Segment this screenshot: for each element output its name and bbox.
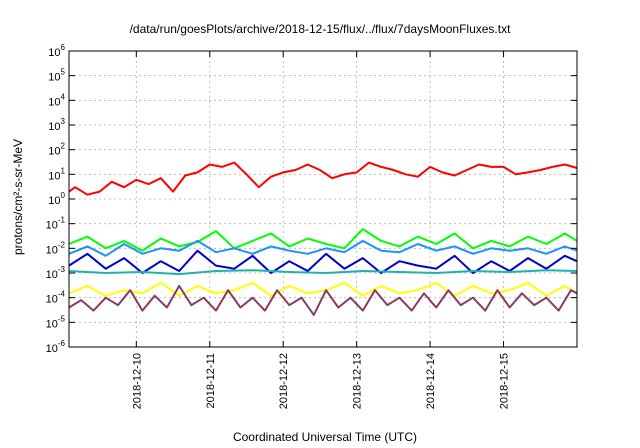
series-line [68, 161, 578, 196]
y-tick-label: 104 [48, 92, 65, 108]
series-layer [68, 161, 578, 316]
x-tick-label: 2018-12-10 [131, 353, 143, 409]
series-line [68, 269, 578, 276]
y-tick-label: 10-3 [46, 265, 66, 281]
x-tick-label: 2018-12-15 [499, 353, 511, 409]
y-axis-label: protons/cm²-s-sr-MeV [11, 139, 25, 255]
grid [69, 51, 577, 347]
y-tick-label: 10-1 [46, 216, 66, 232]
y-tick-label: 10-4 [46, 290, 66, 306]
series-line [68, 239, 578, 257]
y-tick-label: 101 [48, 166, 65, 182]
series-line [68, 228, 578, 252]
x-tick-label: 2018-12-11 [205, 353, 217, 408]
x-axis-label: Coordinated Universal Time (UTC) [233, 430, 417, 444]
x-ticks: 2018-12-10 2018-12-11 2018-12-12 2018-12-13… [131, 51, 511, 409]
series-line [68, 249, 578, 274]
y-ticks: 10-6 10-5 10-4 10-3 10-2 10-1 100 101 102 103 104 1… [46, 43, 577, 355]
y-tick-label: 102 [48, 142, 65, 158]
y-tick-label: 105 [48, 68, 65, 84]
series-line [68, 284, 578, 316]
x-tick-label: 2018-12-12 [278, 353, 290, 409]
y-tick-label: 103 [48, 117, 65, 133]
chart-title: /data/run/goesPlots/archive/2018-12-15/f… [130, 22, 512, 36]
y-tick-label: 100 [48, 191, 65, 207]
x-tick-label: 2018-12-14 [425, 353, 437, 409]
y-tick-label: 10-6 [46, 339, 66, 355]
x-tick-label: 2018-12-13 [352, 353, 364, 409]
y-tick-label: 10-5 [46, 314, 66, 330]
y-tick-label: 10-2 [46, 240, 66, 256]
y-tick-label: 106 [48, 43, 65, 59]
